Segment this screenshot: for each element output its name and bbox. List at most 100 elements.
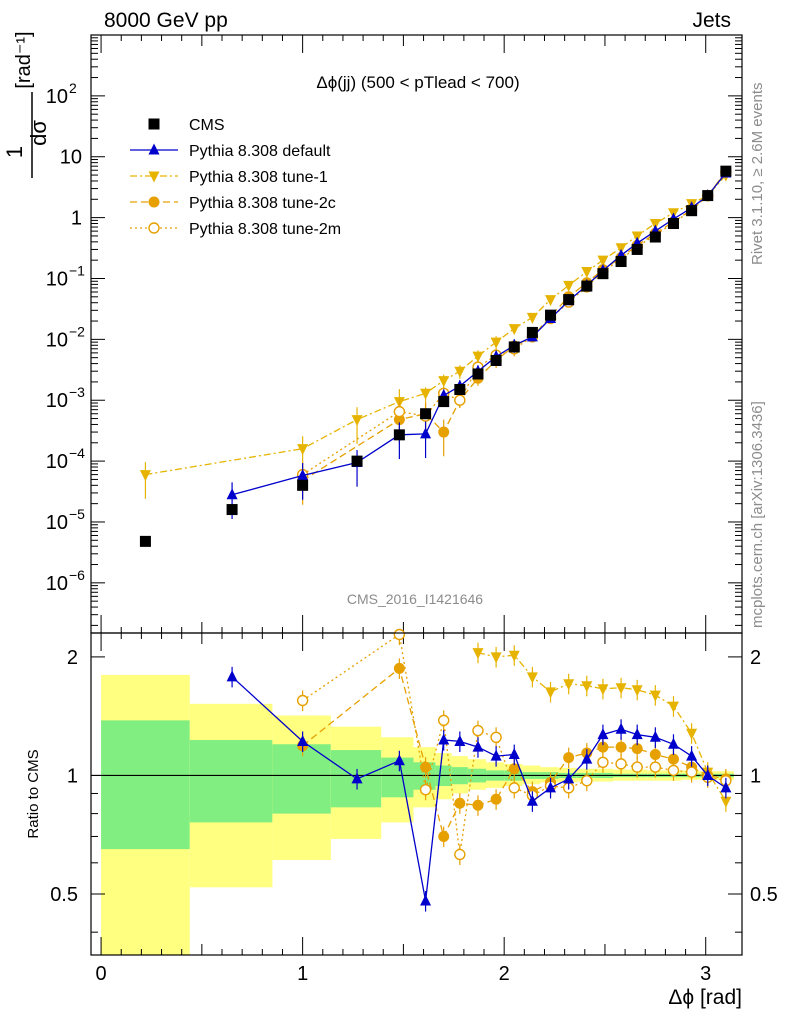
ratio-series-pythia-8-308-tune-2m-point [615,758,627,770]
main-series-pythia-8-308-tune-1-point [490,337,502,349]
main-series-pythia-8-308-tune-1-point [472,351,484,363]
main-series-cms-point [490,354,502,366]
main-y-tick-label-exp: −4 [69,445,85,461]
main-series-cms-point [563,294,575,306]
legend-marker [148,196,160,208]
main-series-pythia-8-308-tune-1-point [526,312,538,324]
main-series-cms-point [420,408,432,420]
svg-text:dσ: dσ [26,120,51,146]
ratio-series-pythia-8-308-tune-1-point [597,684,609,696]
x-tick-label: 0 [96,963,107,985]
main-series-pythia-8-308-tune-1-point [454,366,466,378]
main-y-tick-label-exp: −5 [69,506,85,522]
ratio-y-tick-label: 0.5 [50,884,78,906]
ratio-y-tick-label-right: 1 [750,765,761,787]
main-series-pythia-8-308-tune-1-point [139,470,151,482]
ratio-series-pythia-8-308-tune-1-point [631,685,643,697]
main-series-cms-point [351,455,363,467]
ratio-series-pythia-8-308-tune-2c-point [508,763,520,775]
main-y-tick-label-exp: −6 [69,567,85,583]
ratio-series-pythia-8-308-tune-2c-point [438,830,450,842]
main-series-cms-point [702,190,714,202]
main-y-tick-label: 10 [60,147,82,169]
main-y-tick-label-exp: 2 [69,80,77,96]
ratio-series-pythia-8-308-default-point [351,772,363,784]
ratio-series-pythia-8-308-tune-2m-point [454,848,466,861]
ratio-series-pythia-8-308-default-point [597,728,609,740]
ratio-series-pythia-8-308-default-point [454,734,466,746]
ratio-series-pythia-8-308-tune-1-point [472,648,484,660]
main-series-cms-point [526,326,538,338]
x-tick-label: 2 [499,963,510,985]
legend-label: Pythia 8.308 default [189,143,331,160]
ratio-series-pythia-8-308-default-point [545,781,557,793]
ratio-series-pythia-8-308-default-point [490,749,502,761]
main-series-pythia-8-308-tune-2m-line [302,171,727,476]
ratio-series-pythia-8-308-tune-2m-point [508,782,520,794]
main-y-tick-label: 10 [46,329,68,351]
ratio-series-pythia-8-308-tune-2m-point [393,628,406,641]
legend-label: CMS [189,117,225,134]
main-series-cms-point [667,218,679,230]
main-series-cms-point [508,341,520,353]
main-y-axis-unit: [rad⁻¹] [13,31,35,88]
ratio-series-pythia-8-308-tune-1-point [490,652,502,664]
main-series-cms-point [297,479,309,491]
ratio-series-pythia-8-308-default-point [686,749,698,761]
main-y-tick-label: 10 [46,86,68,108]
ratio-inner-band [272,744,331,814]
ratio-series-pythia-8-308-tune-1-point [667,701,679,713]
main-series-pythia-8-308-default-point [420,427,432,439]
ratio-y-tick-label: 2 [67,647,78,669]
main-series-pythia-8-308-default-point [297,469,309,481]
main-series-pythia-8-308-tune-1-point [563,280,575,292]
main-chart-title: Δϕ(jj) (500 < pTlead < 700) [316,73,519,92]
main-y-tick-label: 1 [71,208,82,230]
ratio-series-pythia-8-308-tune-2c-line [302,667,727,839]
main-y-axis-title: 1 dσ [rad⁻¹] [2,31,51,178]
ratio-series-pythia-8-308-tune-2m-point [581,774,593,787]
ratio-series-pythia-8-308-tune-2c-point [490,793,502,805]
ratio-series-pythia-8-308-default-point [631,728,643,740]
ratio-y-axis-title: Ratio to CMS [25,749,42,838]
main-series-pythia-8-308-tune-1-point [420,388,432,400]
main-y-tick-label-exp: −2 [69,323,85,339]
main-series-cms-point [581,280,593,292]
main-series-cms-point [597,268,609,280]
ratio-series-pythia-8-308-default-point [508,748,520,760]
ratio-panel: 0.5 0.5 1 1 2 2 0 1 2 3 Ratio to CMS Δϕ [rad] [25,628,778,1009]
main-series-pythia-8-308-default-point [226,488,238,500]
ratio-series-pythia-8-308-default-point [667,737,679,749]
process-label: Jets [692,9,731,32]
legend: CMS Pythia 8.308 default Pythia 8.308 tune… [130,117,341,238]
ratio-series-pythia-8-308-tune-2m-point [296,694,309,707]
ratio-series-pythia-8-308-tune-2c-point [615,741,627,753]
ratio-series-pythia-8-308-default-point [393,754,405,766]
ratio-series-pythia-8-308-tune-2m-point [419,784,432,796]
ratio-series-pythia-8-308-tune-2c-point [631,743,643,755]
mcplots-reference-label: mcplots.cern.ch [arXiv:1306.3436] [749,401,766,628]
ratio-y-tick-label: 1 [67,765,78,787]
x-tick-label: 3 [700,963,711,985]
main-y-tick-label-exp: −3 [69,384,85,400]
ratio-series-pythia-8-308-tune-2m-point [597,756,609,768]
main-series-pythia-8-308-tune-2c-point [438,426,450,438]
main-series-cms-point [393,429,405,441]
ratio-series-pythia-8-308-tune-1-point [686,728,698,740]
ratio-series-layer [226,628,732,912]
ratio-series-pythia-8-308-tune-2m-point [438,714,450,727]
legend-label: Pythia 8.308 tune-2c [189,195,336,212]
main-series-cms-point [545,309,557,321]
ratio-y-tick-label-right: 2 [750,647,761,669]
ratio-series-pythia-8-308-default-point [297,734,309,746]
ratio-series-pythia-8-308-tune-2m-point [667,764,680,777]
ratio-series-pythia-8-308-tune-1-point [508,650,520,662]
legend-marker [148,118,160,130]
legend-marker [148,171,160,183]
ratio-series-pythia-8-308-default-point [526,794,538,806]
ratio-series-pythia-8-308-tune-2m-point [490,731,502,743]
main-series-pythia-8-308-tune-1-point [351,415,363,427]
